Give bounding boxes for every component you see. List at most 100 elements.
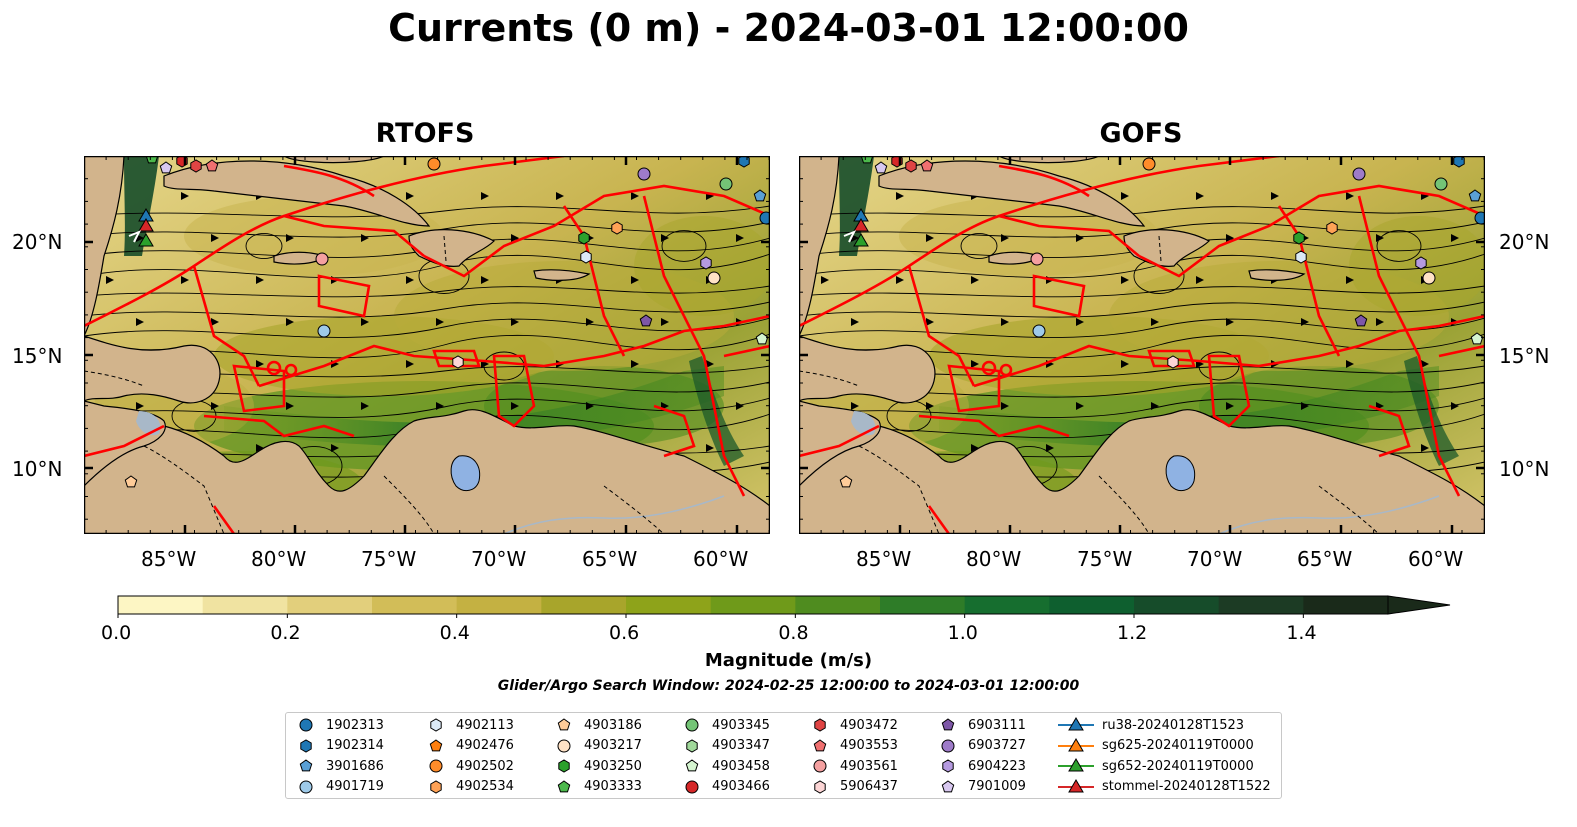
rtofs-argo-float-marker (124, 475, 138, 488)
colorbar-segment (626, 596, 712, 614)
gofs-eez-line (1138, 184, 1485, 278)
rtofs-argo-float-marker (452, 355, 464, 369)
colorbar-tick-label: 0.0 (101, 622, 132, 644)
legend-label: 4903250 (584, 758, 642, 774)
legend-circle-icon (557, 739, 571, 752)
rtofs-central-america-north (84, 335, 221, 404)
gofs-argo-float-marker (1434, 177, 1448, 191)
search-window-note: Glider/Argo Search Window: 2024-02-25 12… (497, 678, 1080, 694)
legend-label: 6903111 (968, 717, 1026, 733)
rtofs-stream-arrow (631, 276, 639, 284)
legend-item: 4903553 (808, 737, 898, 755)
colorbar-extend-arrow (1387, 595, 1451, 615)
map-panel-rtofs (84, 156, 770, 534)
gofs-argo-float-marker (1415, 256, 1427, 270)
legend-item: stommel-20240128T1522 (1058, 778, 1271, 796)
colorbar-segment (118, 596, 204, 614)
gofs-eez-line (918, 414, 1070, 438)
legend-item: 4903250 (552, 757, 642, 775)
rtofs-eez-line (723, 344, 770, 358)
colorbar-segment (1134, 596, 1220, 614)
rtofs-stream-arrow (436, 402, 444, 410)
legend-triangle-line-icon (1058, 737, 1094, 751)
gofs-argo-float-marker (1167, 355, 1179, 369)
rtofs-argo-float-marker (639, 314, 653, 327)
legend-item: 4903458 (680, 757, 770, 775)
legend-circle-icon (299, 718, 313, 732)
rtofs-eez-line (84, 424, 165, 458)
rtofs-eez-line (562, 205, 626, 357)
gofs-stream-arrow (1226, 318, 1234, 326)
rtofs-stream-arrow (286, 234, 294, 242)
rtofs-stream-arrow (706, 444, 714, 452)
gofs-eez-line (973, 314, 1485, 388)
gofs-eez-circle (981, 360, 997, 376)
legend-hexagon-icon (814, 779, 826, 794)
lon-label-gofs-75: 75°W (1077, 547, 1133, 571)
rtofs-argo-float-marker (753, 189, 767, 202)
legend-item: 4903466 (680, 778, 770, 796)
rtofs-argo-float-marker (611, 221, 623, 235)
gofs-eez-line (998, 156, 1280, 218)
lon-label-rtofs-70: 70°W (471, 547, 527, 571)
legend-label: 3901686 (326, 758, 384, 774)
rtofs-stream-arrow (736, 234, 744, 242)
rtofs-stream-arrow (481, 276, 489, 284)
rtofs-eez-line (84, 214, 425, 328)
rtofs-stream-arrow (736, 402, 744, 410)
legend-label: 5906437 (840, 779, 898, 794)
legend-label: 1902314 (326, 738, 384, 753)
gofs-border (858, 445, 940, 534)
colorbar-segment (372, 596, 458, 614)
gofs-stream-arrow (1121, 276, 1129, 284)
legend-label: ru38-20240128T1523 (1102, 717, 1245, 733)
rtofs-argo-float-marker (637, 167, 651, 181)
gofs-argo-float-marker (905, 159, 917, 173)
gofs-stream-arrow (1151, 402, 1159, 410)
rtofs-stream-arrow (361, 318, 369, 326)
rtofs-stream-arrow (181, 276, 189, 284)
legend-label: 4903186 (584, 717, 642, 733)
lon-label-rtofs-85: 85°W (141, 547, 197, 571)
rtofs-land (84, 156, 770, 534)
gofs-minor-ticks (799, 156, 1485, 534)
legend-label: 4903345 (712, 717, 770, 733)
gofs-stream-arrow (1151, 318, 1159, 326)
colorbar-tick-label: 0.4 (439, 622, 470, 644)
gofs-stream-arrow (1226, 402, 1234, 410)
lat-label-right-15: 15°N (1499, 344, 1550, 368)
colorbar-segment (964, 596, 1050, 614)
rtofs-border (603, 485, 665, 534)
rtofs-stream-arrow (211, 318, 219, 326)
colorbar-tick-label: 0.2 (270, 622, 301, 644)
gofs-stream-arrow (1421, 444, 1429, 452)
rtofs-puerto-rico (533, 269, 591, 281)
gofs-argo-float-marker (839, 475, 853, 488)
gofs-eez-line (1277, 205, 1341, 357)
rtofs-streamline (84, 397, 770, 418)
rtofs-eez-line (258, 314, 770, 388)
gofs-eez-line (1368, 404, 1411, 458)
colorbar-label: Magnitude (m/s) (704, 650, 873, 671)
rtofs-yucatan-current (124, 156, 159, 256)
rtofs-stream-arrow (286, 318, 294, 326)
figure-title: Currents (0 m) - 2024-03-01 12:00:00 (388, 6, 1189, 50)
rtofs-minor-ticks (84, 156, 770, 534)
gofs-stream-arrow (926, 318, 934, 326)
rtofs-stream-arrow (661, 318, 669, 326)
legend-pentagon-icon (429, 738, 443, 751)
rtofs-river (503, 495, 725, 534)
rtofs-eez-boundaries (84, 156, 770, 534)
rtofs-eez-line (492, 354, 536, 428)
gofs-stream-arrow (1226, 234, 1234, 242)
legend-label: 4902534 (456, 779, 514, 794)
gofs-stream-arrow (1346, 360, 1354, 368)
rtofs-argo-float-marker (707, 271, 721, 285)
rtofs-argo-float-marker (315, 252, 329, 266)
legend-pentagon-icon (813, 738, 827, 751)
rtofs-stream-arrow (631, 192, 639, 200)
legend-circle-icon (685, 718, 699, 732)
gofs-puerto-rico (1248, 269, 1306, 281)
rtofs-stream-arrow (511, 318, 519, 326)
gofs-border (1098, 475, 1150, 534)
